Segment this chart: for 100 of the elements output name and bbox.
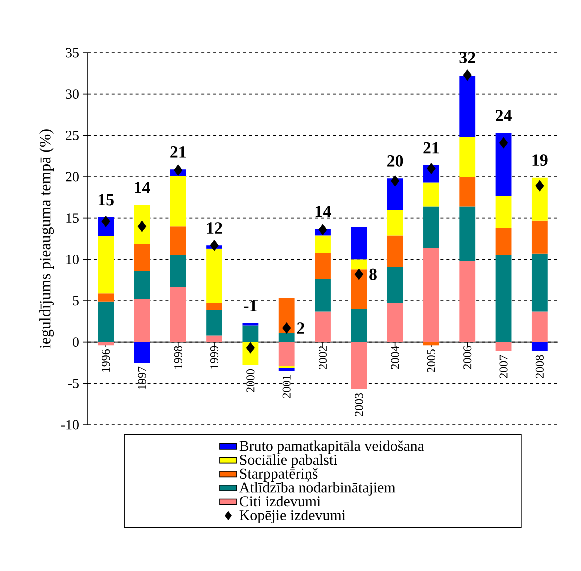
bar [496,342,512,352]
bar [134,342,150,363]
bar [460,137,476,177]
y-tick-label: 25 [66,130,79,140]
point [102,216,110,228]
bar [98,236,114,294]
data-label: 12 [207,222,222,234]
bar [424,248,440,342]
bar [206,303,222,310]
bar [496,196,512,228]
y-tick-label: 0 [73,338,79,348]
bar [351,227,368,260]
point [138,220,147,232]
bar [496,133,512,196]
bar [496,256,512,342]
bar [532,178,548,221]
bar [98,294,114,302]
y-tick-label: 15 [66,214,79,224]
x-tick-label: 2001 [282,376,291,398]
x-tick-label: 1999 [210,346,219,369]
bar [98,342,114,346]
bar [315,280,331,312]
point [174,164,183,176]
x-tick-label: 2000 [246,369,255,392]
data-label: 15 [98,194,114,206]
y-axis-title: ieguldījums pieauguma tempā (%) [40,130,54,349]
bar [278,298,295,334]
bar [387,303,404,342]
y-tick-label: 20 [66,172,79,182]
x-tick-label: 1996 [102,350,110,372]
x-tick-label: 2007 [500,355,508,378]
bar [424,206,440,248]
bar [460,206,476,262]
x-tick-label: 2003 [355,393,364,416]
data-label: 19 [532,154,548,166]
bar [351,270,368,310]
x-tick-label: 2008 [536,355,544,378]
point [463,70,472,82]
x-tick-label: 1997 [138,366,146,390]
point [427,163,436,174]
point [354,268,364,280]
bar [242,326,259,342]
data-label: 14 [316,206,332,218]
bar [206,336,222,342]
bar [387,210,404,236]
bar [315,253,331,280]
bar [532,220,548,254]
bar [532,254,548,312]
x-tick-label: 2006 [464,346,472,370]
data-label: 24 [496,110,512,122]
bar [278,333,295,342]
bar [460,177,476,207]
legend-label: Kopējie izdevumi [240,510,346,524]
bar [351,309,368,342]
bar [351,342,368,390]
bar [315,236,331,254]
bar [351,260,368,270]
bar [98,302,114,342]
bar [278,368,295,372]
bar [206,310,222,336]
x-tick-label: 1998 [174,346,182,369]
y-tick-label: 30 [66,90,79,100]
bar [134,244,150,272]
bar [134,271,150,300]
bar [242,323,259,326]
bar [424,342,440,346]
bar [134,299,150,342]
y-tick-label: -5 [68,379,79,388]
y-tick-label: 10 [66,254,79,264]
y-tick-label: 5 [73,296,79,306]
bar [460,76,476,138]
bar [278,342,295,366]
x-tick-label: 2002 [318,346,328,370]
data-label: -1 [244,300,257,312]
data-label: 14 [135,182,150,194]
bar [170,176,186,227]
bar [206,248,222,304]
point [390,175,400,187]
bar [387,267,404,304]
bar [387,178,404,210]
point [499,137,508,149]
data-label: 2 [297,322,304,334]
point [246,342,256,354]
data-label: 8 [370,268,377,280]
legend-label: Citi izdevumi [240,496,321,507]
legend-label: Sociālie pabalsti [240,454,338,468]
bar [532,312,548,342]
legend-label: Starppatēriņš [240,468,318,482]
x-tick-label: 2004 [391,346,400,370]
bar [170,256,186,287]
y-tick-label: 35 [66,48,79,58]
bar [315,312,331,342]
point [282,322,292,334]
legend-label: Atlīdzība nodarbinātajiem [240,482,396,496]
data-label: 21 [424,142,440,154]
point [210,240,219,252]
bar [387,236,404,268]
point [318,224,328,236]
bar [496,228,512,256]
bar [134,205,150,244]
